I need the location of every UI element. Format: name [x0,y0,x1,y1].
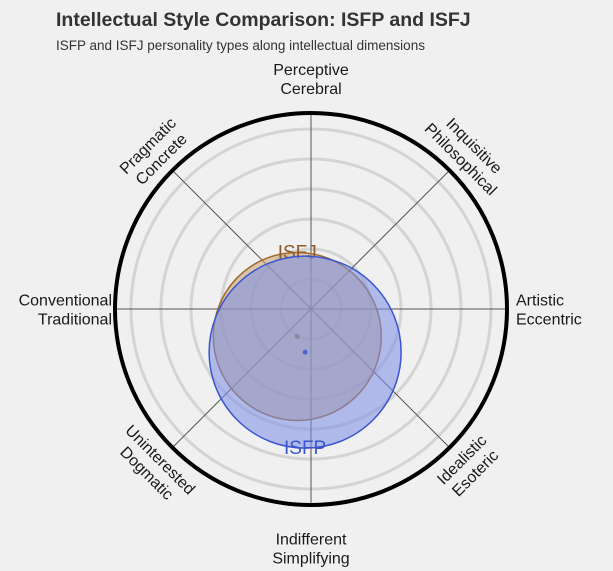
axis-label-right: Artistic Eccentric [516,293,582,329]
chart-subtitle: ISFP and ISFJ personality types along in… [56,38,425,53]
axis-label-left: Conventional Traditional [19,293,112,329]
axis-label-bottom: Indifferent Simplifying [272,532,349,568]
axis-label-line: Artistic [516,293,564,310]
axis-label-line: Cerebral [280,81,341,98]
axis-label-line: Conventional [19,293,112,310]
series-label-isfp: ISFP [284,438,326,459]
axis-label-line: Indifferent [276,532,347,549]
chart-title: Intellectual Style Comparison: ISFP and … [56,9,471,31]
axis-label-line: Traditional [38,312,112,329]
axis-label-top: Perceptive Cerebral [273,62,349,98]
outer-ring [113,111,509,507]
axis-label-line: Simplifying [272,551,349,568]
bubble-center-isfp [302,349,308,355]
axis-label-line: Perceptive [273,62,349,79]
axis-label-line: Eccentric [516,312,582,329]
